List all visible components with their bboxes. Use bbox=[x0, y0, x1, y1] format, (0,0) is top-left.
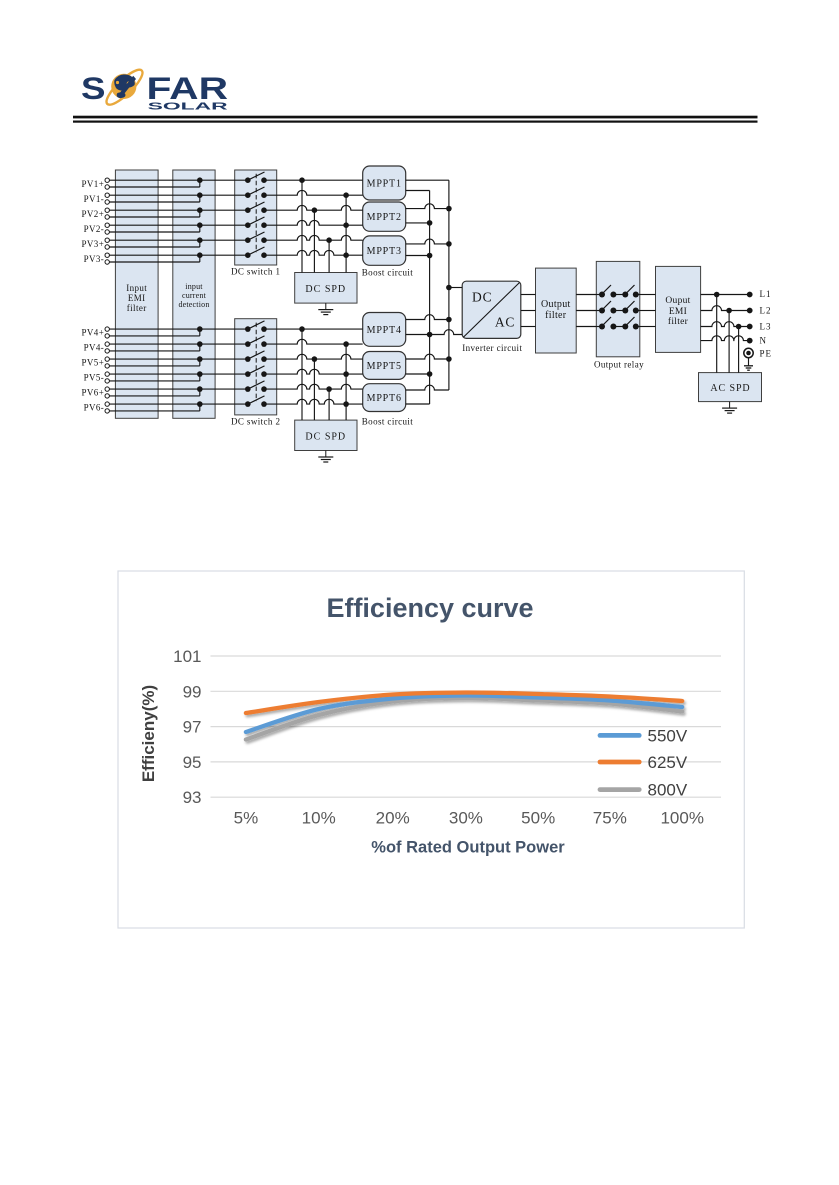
svg-text:MPPT2: MPPT2 bbox=[367, 212, 402, 223]
svg-text:filter: filter bbox=[545, 310, 567, 321]
svg-text:AC SPD: AC SPD bbox=[710, 383, 750, 394]
svg-text:DC SPD: DC SPD bbox=[305, 431, 346, 442]
svg-text:DC switch 1: DC switch 1 bbox=[231, 267, 280, 277]
svg-text:AC: AC bbox=[495, 315, 515, 330]
svg-text:DC switch 2: DC switch 2 bbox=[231, 417, 280, 427]
svg-text:550V: 550V bbox=[648, 726, 688, 745]
svg-text:EMI: EMI bbox=[669, 307, 687, 317]
svg-text:Boost circuit: Boost circuit bbox=[362, 417, 414, 427]
svg-text:Input: Input bbox=[126, 283, 147, 293]
svg-text:MPPT5: MPPT5 bbox=[367, 361, 402, 372]
svg-text:MPPT1: MPPT1 bbox=[367, 179, 402, 190]
svg-text:20%: 20% bbox=[376, 809, 410, 828]
svg-text:%of Rated Output Power: %of Rated Output Power bbox=[371, 839, 565, 857]
svg-text:Efficiency curve: Efficiency curve bbox=[326, 593, 533, 623]
svg-text:EMI: EMI bbox=[128, 293, 146, 303]
svg-text:filter: filter bbox=[668, 316, 689, 327]
svg-text:100%: 100% bbox=[660, 809, 703, 828]
svg-text:detection: detection bbox=[178, 300, 209, 309]
svg-text:PV2+: PV2+ bbox=[82, 209, 105, 219]
svg-text:Efficieny(%): Efficieny(%) bbox=[139, 685, 158, 782]
svg-text:PV6-: PV6- bbox=[84, 403, 105, 413]
svg-text:PV3-: PV3- bbox=[84, 254, 105, 264]
svg-text:97: 97 bbox=[183, 718, 202, 737]
svg-text:PV5-: PV5- bbox=[84, 373, 105, 383]
svg-text:DC: DC bbox=[472, 290, 492, 305]
svg-text:FAR: FAR bbox=[147, 70, 229, 106]
svg-text:Ouput: Ouput bbox=[665, 296, 690, 306]
svg-text:MPPT6: MPPT6 bbox=[367, 393, 402, 404]
svg-text:L1: L1 bbox=[760, 289, 772, 299]
svg-text:Output: Output bbox=[541, 299, 571, 310]
svg-text:PV6+: PV6+ bbox=[82, 388, 105, 398]
svg-text:93: 93 bbox=[183, 788, 202, 807]
svg-text:PV1+: PV1+ bbox=[82, 179, 105, 189]
svg-text:PE: PE bbox=[760, 348, 773, 358]
svg-text:DC SPD: DC SPD bbox=[305, 284, 346, 295]
svg-text:PV2-: PV2- bbox=[84, 224, 105, 234]
svg-text:input: input bbox=[185, 282, 203, 291]
svg-text:101: 101 bbox=[173, 647, 201, 666]
svg-text:30%: 30% bbox=[449, 809, 483, 828]
svg-text:Boost circuit: Boost circuit bbox=[362, 268, 414, 278]
svg-text:Output relay: Output relay bbox=[594, 360, 644, 370]
svg-text:Inverter circuit: Inverter circuit bbox=[462, 343, 522, 353]
svg-text:PV5+: PV5+ bbox=[82, 358, 105, 368]
svg-text:SOLAR: SOLAR bbox=[148, 101, 229, 113]
svg-text:99: 99 bbox=[183, 682, 202, 701]
svg-text:PV3+: PV3+ bbox=[82, 239, 105, 249]
svg-text:10%: 10% bbox=[302, 809, 336, 828]
svg-text:95: 95 bbox=[183, 753, 202, 772]
svg-text:75%: 75% bbox=[593, 809, 627, 828]
svg-text:5%: 5% bbox=[234, 809, 259, 828]
svg-text:PV4+: PV4+ bbox=[82, 328, 105, 338]
svg-text:S: S bbox=[81, 70, 106, 106]
svg-text:MPPT4: MPPT4 bbox=[367, 325, 402, 336]
svg-text:L2: L2 bbox=[760, 306, 772, 316]
svg-text:800V: 800V bbox=[648, 781, 688, 800]
svg-text:625V: 625V bbox=[648, 753, 688, 772]
svg-text:L3: L3 bbox=[760, 321, 772, 331]
svg-text:N: N bbox=[760, 336, 768, 346]
svg-text:50%: 50% bbox=[521, 809, 555, 828]
svg-text:PV4-: PV4- bbox=[84, 343, 105, 353]
svg-text:current: current bbox=[182, 291, 207, 300]
svg-text:filter: filter bbox=[127, 303, 147, 313]
svg-text:MPPT3: MPPT3 bbox=[367, 246, 402, 257]
svg-text:PV1-: PV1- bbox=[84, 194, 105, 204]
